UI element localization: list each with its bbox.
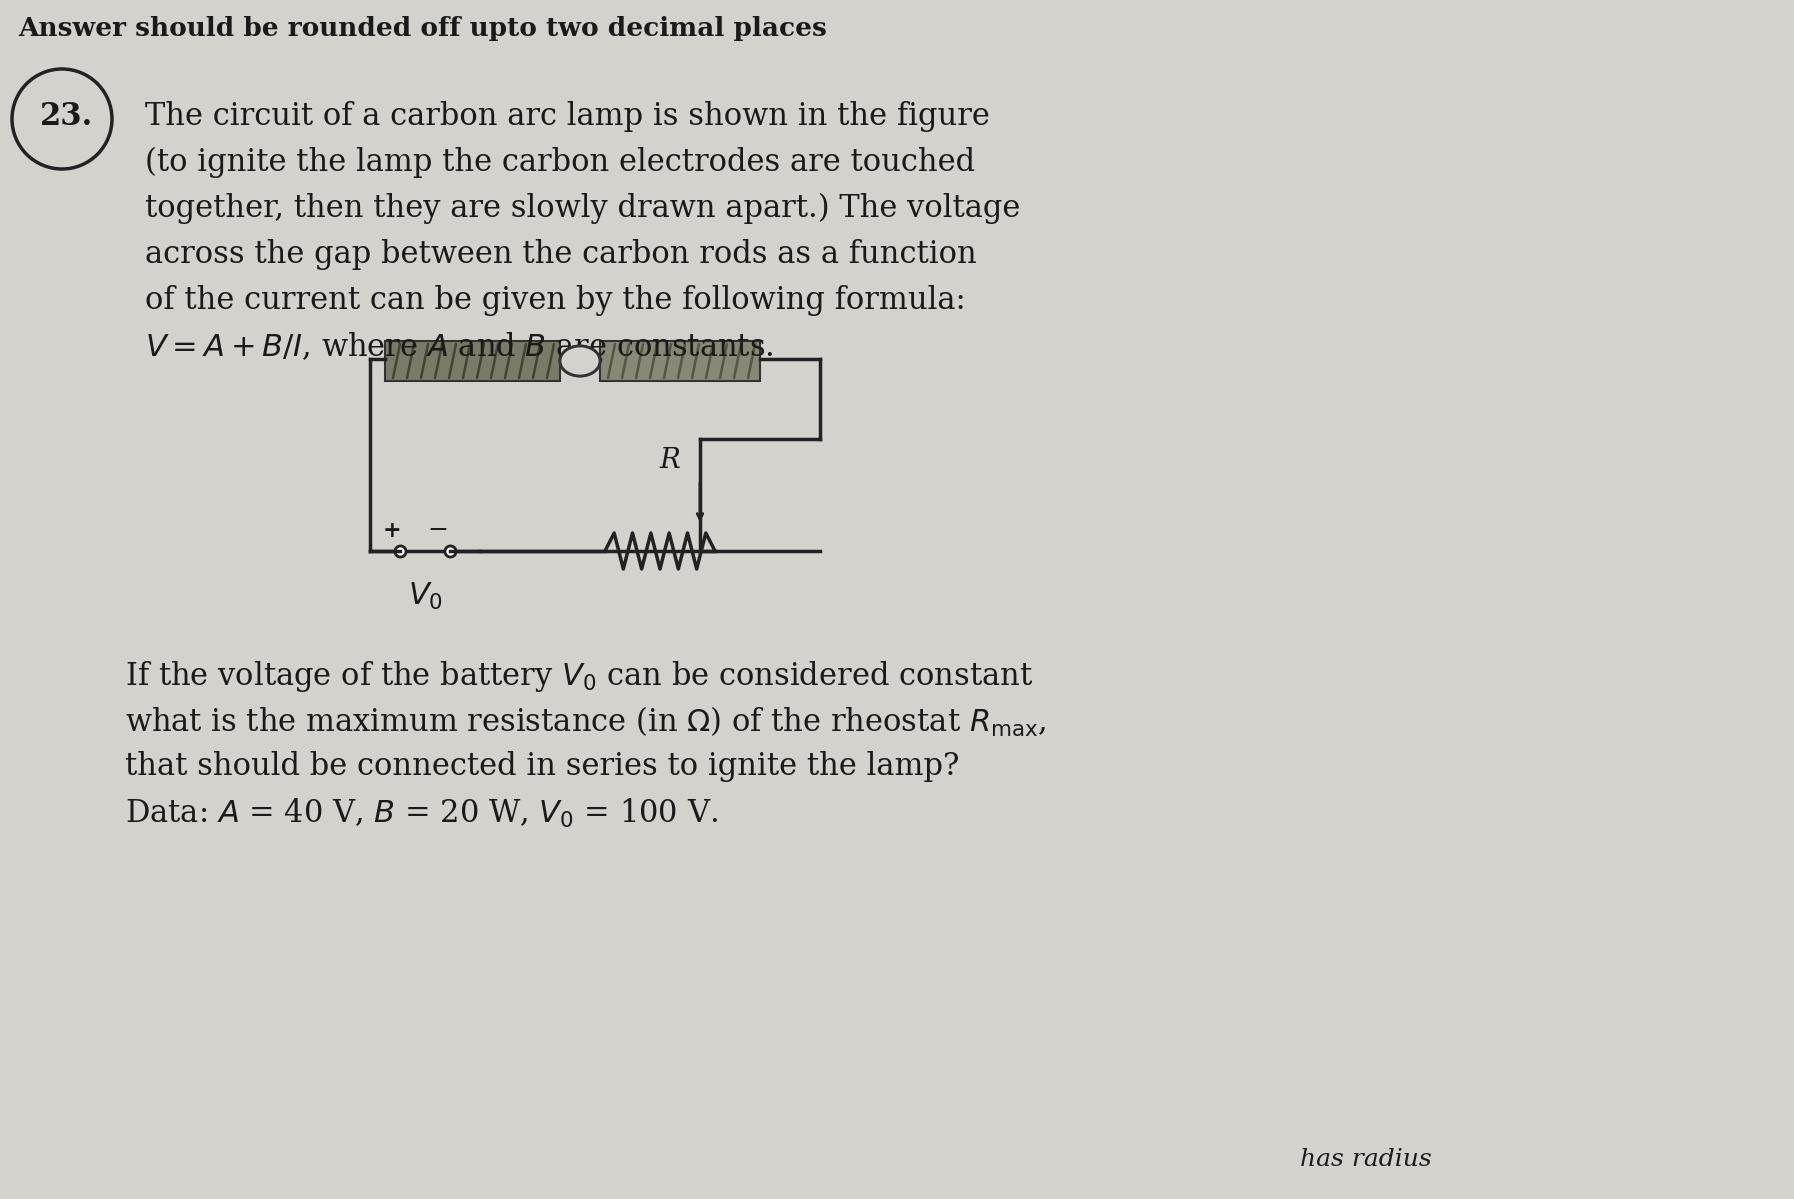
Text: R: R bbox=[660, 446, 680, 474]
Text: The circuit of a carbon arc lamp is shown in the figure: The circuit of a carbon arc lamp is show… bbox=[145, 101, 990, 132]
Text: has radius: has radius bbox=[1301, 1147, 1432, 1171]
Text: $V = A + B/I$, where $A$ and $B$ are constants.: $V = A + B/I$, where $A$ and $B$ are con… bbox=[145, 331, 773, 363]
Text: (to ignite the lamp the carbon electrodes are touched: (to ignite the lamp the carbon electrode… bbox=[145, 147, 976, 179]
Ellipse shape bbox=[560, 347, 599, 376]
Text: −: − bbox=[427, 519, 448, 542]
Text: +: + bbox=[382, 520, 402, 542]
Bar bbox=[599, 341, 761, 381]
Text: If the voltage of the battery $V_0$ can be considered constant: If the voltage of the battery $V_0$ can … bbox=[126, 659, 1033, 694]
Text: across the gap between the carbon rods as a function: across the gap between the carbon rods a… bbox=[145, 239, 976, 270]
Text: 23.: 23. bbox=[39, 101, 93, 132]
Bar bbox=[386, 341, 560, 381]
Text: of the current can be given by the following formula:: of the current can be given by the follo… bbox=[145, 285, 965, 317]
Text: Data: $A$ = 40 V, $B$ = 20 W, $V_0$ = 100 V.: Data: $A$ = 40 V, $B$ = 20 W, $V_0$ = 10… bbox=[126, 797, 718, 830]
Text: that should be connected in series to ignite the lamp?: that should be connected in series to ig… bbox=[126, 751, 960, 782]
Text: together, then they are slowly drawn apart.) The voltage: together, then they are slowly drawn apa… bbox=[145, 193, 1021, 224]
Text: what is the maximum resistance (in $\Omega$) of the rheostat $R_{\mathrm{max}}$,: what is the maximum resistance (in $\Ome… bbox=[126, 705, 1046, 739]
Text: $V_0$: $V_0$ bbox=[407, 582, 443, 613]
Text: Answer should be rounded off upto two decimal places: Answer should be rounded off upto two de… bbox=[18, 16, 827, 41]
